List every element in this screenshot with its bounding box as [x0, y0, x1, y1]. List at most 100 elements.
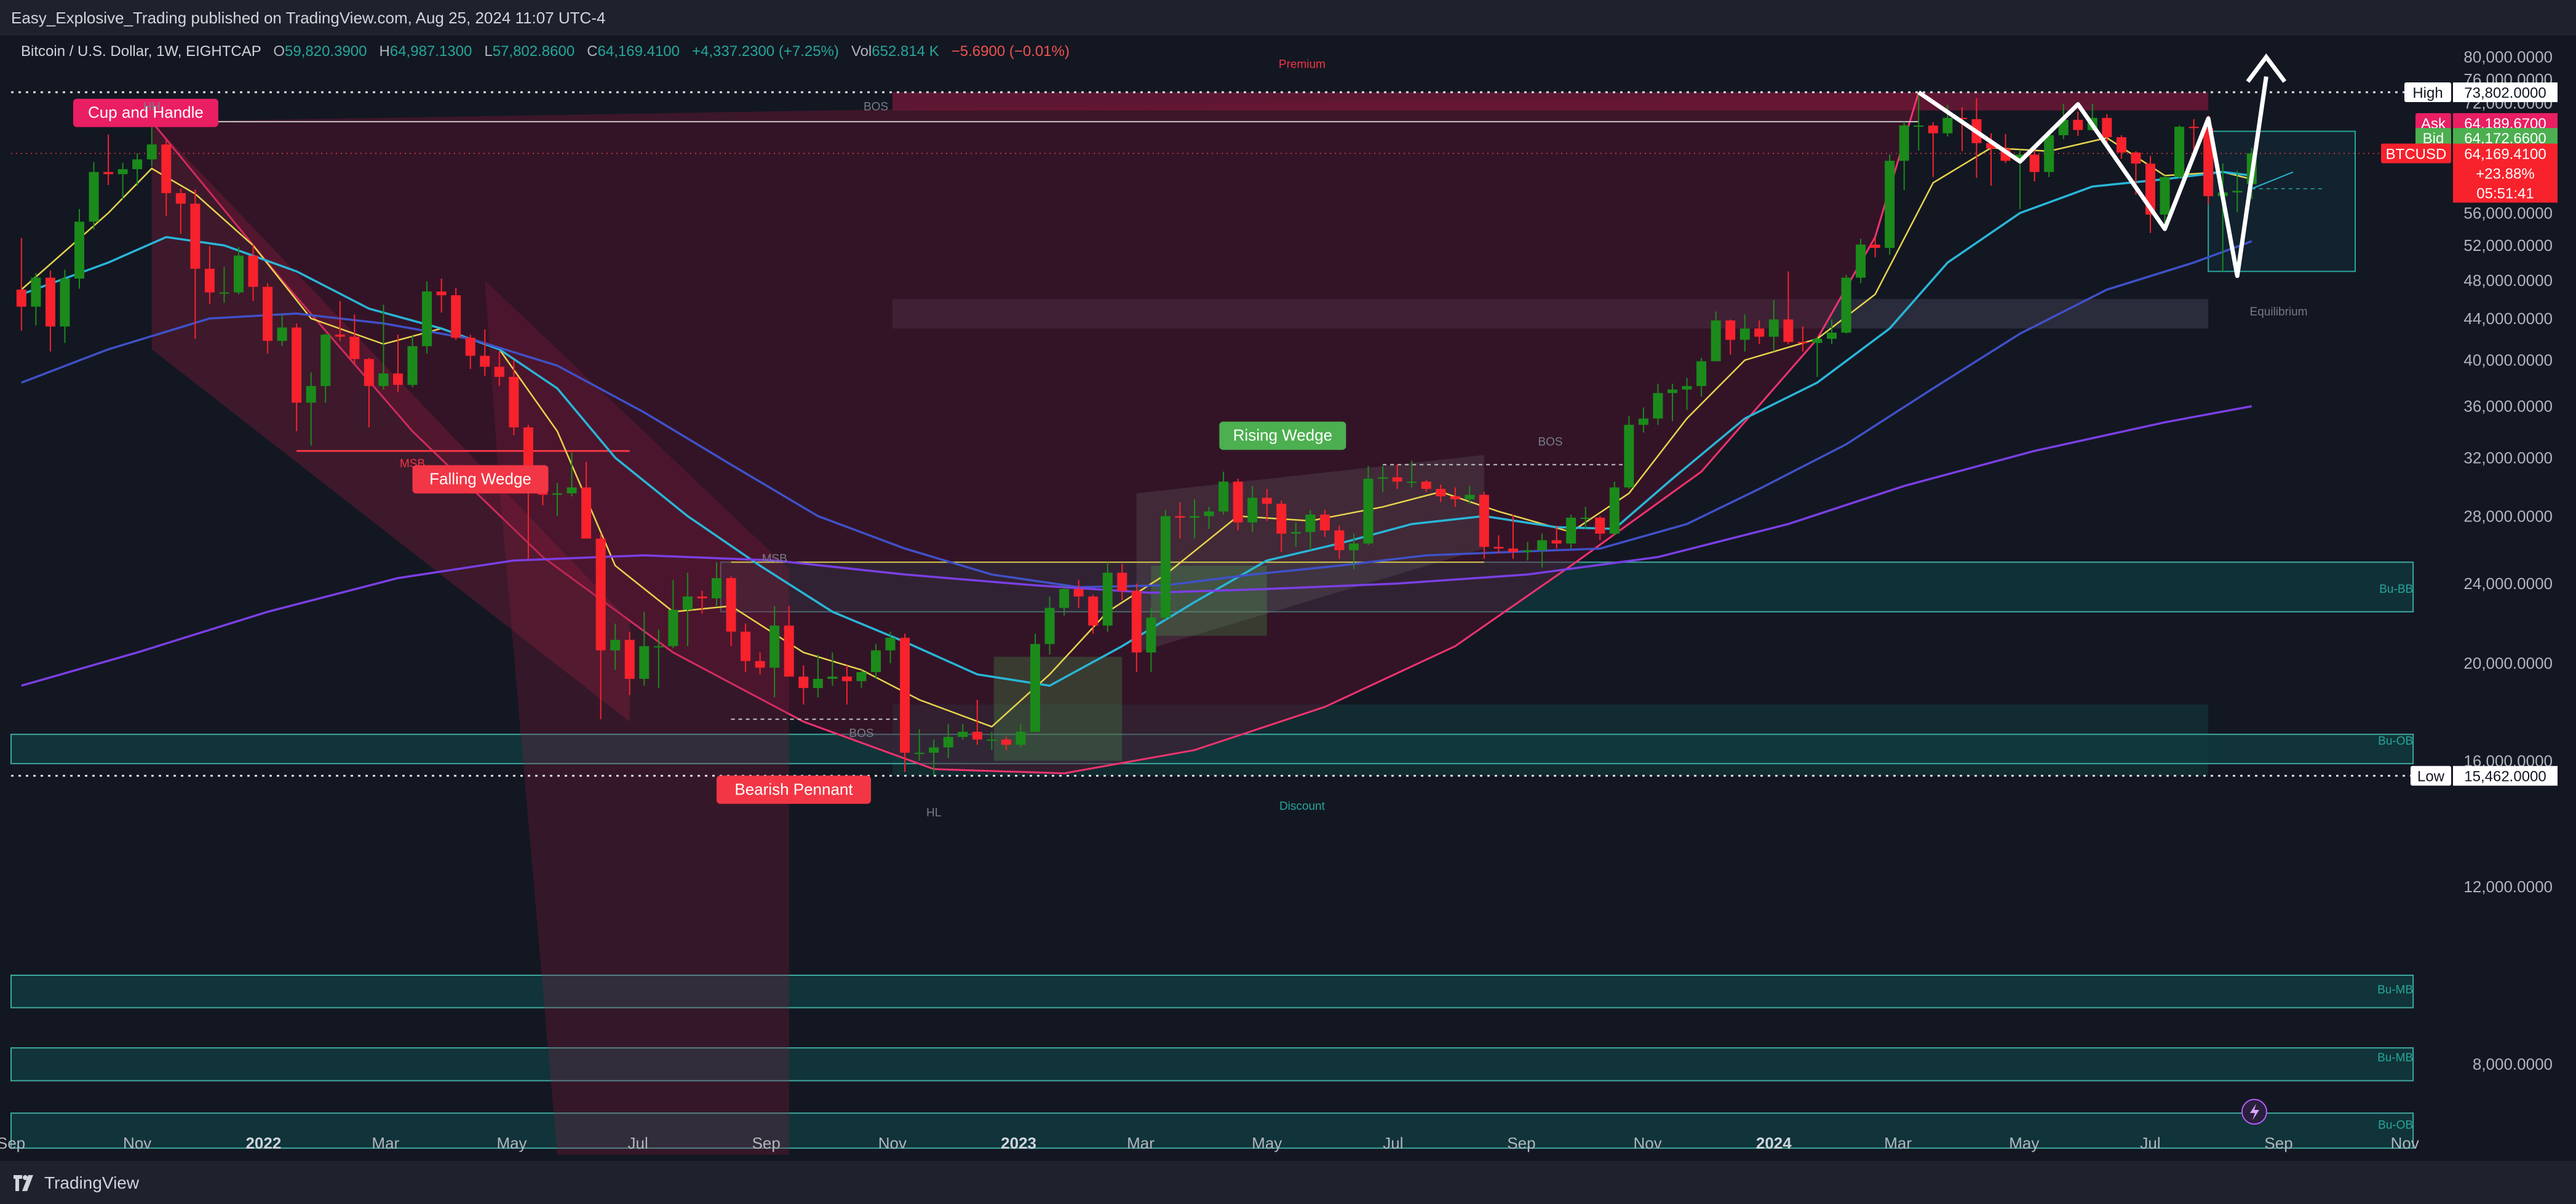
candle-body [1522, 550, 1533, 552]
candle [885, 632, 896, 663]
candle-body [610, 640, 621, 651]
legend-l-label: L [484, 43, 493, 60]
candle [349, 314, 360, 364]
candle [1436, 484, 1446, 502]
candle [1334, 525, 1345, 559]
candle [1580, 507, 1591, 529]
ema-line-2 [21, 170, 2252, 687]
candle [1378, 465, 1388, 492]
candle [1711, 311, 1721, 362]
candle [1928, 122, 1938, 177]
candle-body [871, 650, 881, 673]
legend-o-value: 59,820.3900 [285, 43, 367, 60]
price-tick-label: 80,000.0000 [2463, 48, 2553, 66]
candle [1653, 384, 1663, 425]
candle-body [89, 172, 99, 222]
candle-body [900, 638, 910, 753]
high-price-label[interactable]: High 73,802.0000 [2404, 82, 2558, 103]
candle-body [1204, 511, 1214, 517]
candle-body [263, 287, 273, 341]
candle [668, 580, 678, 649]
candle-body [1465, 494, 1475, 499]
candle [1595, 516, 1605, 541]
candle-body [1696, 361, 1707, 386]
equilibrium-zone [892, 299, 2209, 329]
time-tick-label: Jul [2140, 1134, 2160, 1152]
candle-body [2102, 117, 2112, 138]
low-price-label[interactable]: Low 15,462.0000 [2411, 766, 2558, 786]
candle-body [393, 373, 403, 385]
candle [1102, 562, 1113, 632]
symbol-tag-text: BTCUSD [2386, 146, 2447, 163]
candle [335, 301, 345, 341]
candle [1392, 464, 1402, 489]
candle-body [1436, 489, 1446, 497]
candle-body [1160, 516, 1171, 618]
candle-body [987, 739, 997, 741]
candle [1493, 535, 1504, 554]
candle-body [1363, 478, 1373, 544]
candle-body [1682, 386, 1692, 390]
time-tick-label: Mar [372, 1134, 399, 1152]
time-tick-label: Nov [123, 1134, 151, 1152]
brand-text: TradingView [44, 1173, 140, 1192]
chart-legend: Bitcoin / U.S. Dollar, 1W, EIGHTCAP O59,… [21, 43, 1070, 60]
lightning-icon[interactable] [2241, 1099, 2267, 1125]
candle-body [784, 625, 794, 677]
zone-label-msb2: MSB [762, 552, 787, 565]
candle-body [1914, 125, 1924, 127]
chart-area[interactable]: Cup and Handle Falling Wedge Bearish Penna… [0, 36, 2576, 1161]
candle [1088, 594, 1099, 634]
price-tick-label: 40,000.0000 [2463, 351, 2553, 370]
candle [581, 462, 592, 539]
pattern-label-falling-wedge[interactable]: Falling Wedge [412, 465, 549, 494]
high-price-label-value-bg [2453, 82, 2558, 103]
legend-vol-value: 652.814 K [872, 43, 939, 60]
candle-body [1580, 517, 1591, 519]
candle [1160, 510, 1171, 620]
candle-body [436, 291, 447, 296]
pattern-label-rising-wedge[interactable]: Rising Wedge [1219, 421, 1346, 450]
cup-rim-fill [151, 92, 1919, 122]
candle-body [972, 732, 982, 740]
candle-body [1073, 588, 1084, 597]
candle [117, 162, 128, 199]
time-tick-label: May [1252, 1134, 1282, 1152]
last-price-label[interactable]: BTCUSD 64,169.4100 +23.88% 05:51:41 [2381, 143, 2558, 203]
bu-ob-zone-2 [10, 1112, 2414, 1149]
legend-h-label: H [379, 43, 390, 60]
demand-block [993, 657, 1123, 761]
pattern-label-cup-handle[interactable]: Cup and Handle [73, 98, 218, 127]
published-text: Easy_Explosive_Trading published on Trad… [11, 9, 606, 27]
candle [987, 732, 997, 750]
legend-symbol[interactable]: Bitcoin / U.S. Dollar, 1W, EIGHTCAP [21, 43, 261, 60]
candle [566, 452, 577, 497]
candle [1841, 275, 1851, 334]
candle [1175, 502, 1185, 539]
candle [2029, 144, 2040, 181]
candle-body [2160, 176, 2170, 215]
candle [914, 729, 924, 761]
candle [2174, 125, 2185, 179]
zone-label-bu-bb: Bu-BB [2379, 583, 2413, 596]
pattern-label-text: Rising Wedge [1233, 426, 1332, 445]
candle-body [1609, 487, 1620, 534]
candle [784, 606, 794, 677]
candle-body [856, 672, 867, 681]
candle-body [161, 144, 172, 194]
pattern-label-bearish-pennant[interactable]: Bearish Pennant [717, 775, 871, 804]
high-price-label-value: 73,802.0000 [2464, 85, 2546, 101]
time-axis[interactable]: Sep Nov 2022 Mar May Jul Sep Nov 2023 Mar May Jul Se… [0, 1134, 2419, 1152]
candle-body [1870, 244, 1880, 248]
candle [1001, 737, 1011, 750]
candle-body [45, 277, 55, 327]
price-tick-label: 28,000.0000 [2463, 507, 2553, 525]
candle [248, 244, 258, 301]
tradingview-brand[interactable]: TradingView [14, 1173, 139, 1193]
candle-body [1131, 590, 1142, 653]
candle-body [668, 609, 678, 646]
candle [480, 329, 490, 376]
legend-c-value: 64,169.4100 [597, 43, 680, 60]
candle [320, 333, 331, 403]
candle [306, 372, 316, 446]
